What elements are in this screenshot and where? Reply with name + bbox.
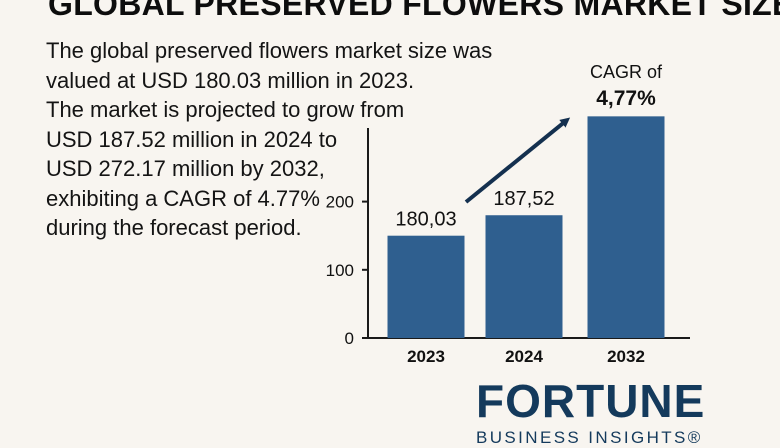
y-tick-label: 0	[345, 329, 354, 348]
bar-2032	[587, 116, 665, 338]
summary-line: during the forecast period.	[46, 215, 302, 240]
summary-line: USD 187.52 million in 2024 to	[46, 126, 338, 152]
bar-2024	[485, 215, 563, 338]
fortune-business-insights-logo: FORTUNE BUSINESS INSIGHTS®	[476, 378, 706, 448]
data-label: 187,52	[493, 188, 554, 210]
x-tick-label: 2024	[505, 347, 543, 366]
summary-line: USD 272.17 million by 2032,	[46, 156, 325, 181]
chart-title: GLOBAL PRESERVED FLOWERS MARKET SIZE	[48, 0, 780, 22]
summary-line: valued at USD 180.03 million in 2023.	[46, 67, 415, 93]
cagr-label: CAGR of	[590, 62, 663, 82]
logo-tagline: BUSINESS INSIGHTS®	[476, 428, 703, 447]
y-tick-label: 200	[326, 193, 354, 212]
summary-line: The market is projected to grow from	[46, 97, 405, 122]
cagr-value: 4,77%	[596, 87, 656, 110]
x-tick-label: 2023	[407, 347, 445, 366]
growth-arrow-icon	[464, 117, 571, 204]
bar-2023	[387, 235, 465, 338]
market-summary: The global preserved flowers market size…	[46, 36, 516, 243]
summary-line: The global preserved flowers market size…	[46, 38, 493, 63]
x-tick-label: 2032	[607, 347, 645, 366]
y-tick-label: 100	[326, 261, 354, 280]
logo-wordmark: FORTUNE	[476, 375, 706, 427]
data-label: 180,03	[395, 209, 456, 231]
summary-line: exhibiting a CAGR of 4.77%	[46, 185, 320, 211]
